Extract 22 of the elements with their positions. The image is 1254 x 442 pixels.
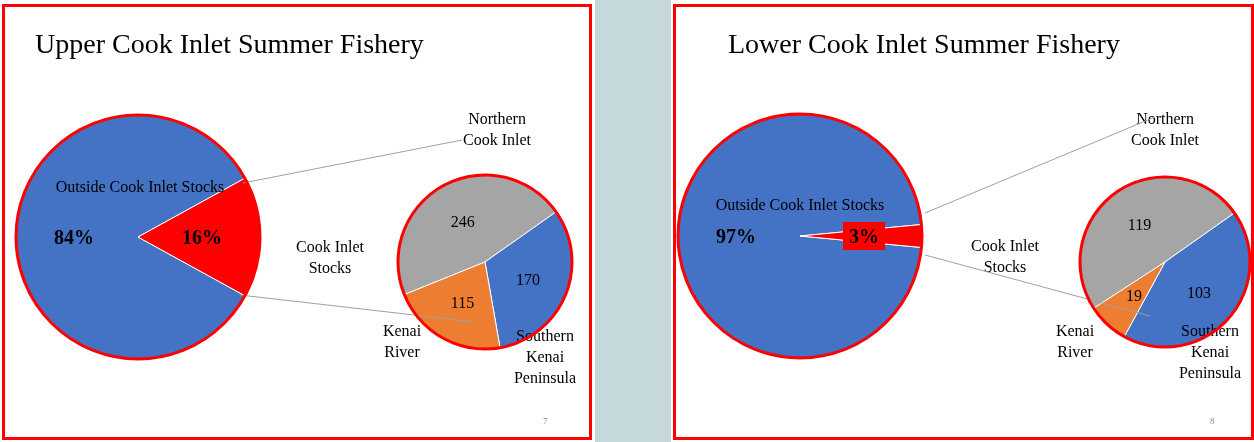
slice-label: Outside Cook Inlet Stocks xyxy=(715,196,885,213)
text: 8 xyxy=(1210,415,1215,426)
data-label: 19 xyxy=(1126,286,1143,304)
chart-title: Upper Cook Inlet Summer Fishery xyxy=(35,27,424,59)
data-label: 103 xyxy=(1186,283,1211,301)
slice-label: Kenai River xyxy=(1055,322,1095,360)
data-label: 115 xyxy=(450,294,475,312)
slice-label: Northern Cook Inlet xyxy=(1131,110,1200,148)
data-label: 246 xyxy=(450,212,475,230)
slice-label: Outside Cook Inlet Stocks xyxy=(55,178,225,195)
slice-label: Kenai River xyxy=(382,322,422,360)
data-label: 16% xyxy=(182,226,222,248)
data-label: 119 xyxy=(1127,215,1152,233)
chart-title: Lower Cook Inlet Summer Fishery xyxy=(728,27,1120,59)
data-label: 170 xyxy=(515,271,540,289)
data-label: 97% xyxy=(716,225,756,247)
slice-label: Cook Inlet Stocks xyxy=(971,237,1040,275)
text: 7 xyxy=(543,415,548,426)
data-label: 3% xyxy=(849,225,879,247)
slice-label: Cook Inlet Stocks xyxy=(296,238,365,276)
data-label: 84% xyxy=(54,226,94,248)
slice-label: Northern Cook Inlet xyxy=(463,110,532,148)
